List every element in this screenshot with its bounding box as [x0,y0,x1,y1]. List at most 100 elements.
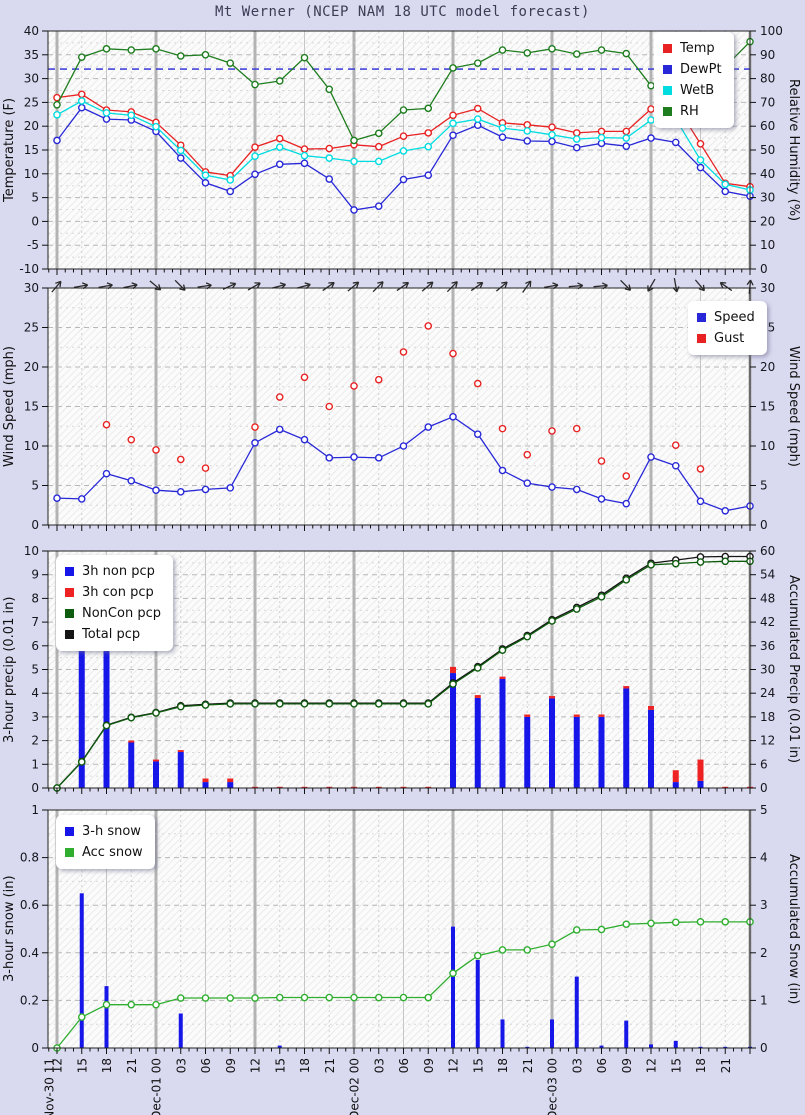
y-tick-label-left: 0.8 [20,851,39,865]
data-point [275,160,284,169]
data-point [102,45,111,53]
legend-item: 3h non pcp [65,561,161,582]
data-point [696,918,705,926]
data-point [597,925,606,934]
data-point [399,106,408,114]
data-point [572,143,581,152]
data-point [498,133,507,141]
legend-item: Gust [697,328,755,349]
time-tick-label: 21 [125,1058,139,1073]
y-tick-label-right: 20 [760,214,775,228]
time-tick-label: 18 [496,1058,510,1073]
y-tick-label-left: 20 [24,360,39,374]
legend-snow: 3-h snow Acc snow [56,815,155,869]
data-point [201,179,210,187]
bar [574,976,579,1048]
bar [524,716,531,788]
time-tick-label: 09 [620,1058,634,1073]
data-point [424,104,433,113]
bar [177,751,184,788]
data-point [127,111,136,120]
data-point [325,454,334,462]
data-point [473,121,482,130]
bar [153,761,159,788]
data-point [102,115,111,123]
y-tick-label-left: 2 [31,734,39,748]
y-tick-label-left: 5 [31,191,39,205]
legend-label: RH [680,104,699,119]
time-tick-label: Nov-30 11 [42,1058,56,1115]
time-tick-label: 06 [397,1058,411,1073]
legend-swatch-icon [697,334,706,343]
y-tick-label-left: 40 [24,24,39,38]
bar [549,696,555,699]
data-point [721,918,730,926]
time-tick-label: 21 [719,1058,733,1073]
data-point [127,476,136,485]
wind-arrow-icon [372,281,384,293]
y-tick-label-right: 54 [760,568,775,582]
data-point [647,919,655,928]
data-point [325,700,334,708]
data-point [226,176,235,184]
data-point [127,46,136,54]
data-point [399,348,408,356]
data-point [176,52,185,60]
data-point [325,175,334,183]
data-point [647,453,655,461]
legend-swatch-icon [65,567,74,576]
bar [599,1045,604,1048]
data-point [53,136,61,145]
data-point [201,701,210,709]
data-point [622,472,631,480]
data-point [152,486,160,495]
data-point [696,558,705,566]
time-tick-label: 15 [75,1058,89,1073]
time-tick-label: 03 [372,1058,386,1073]
wind-direction-arrows [51,278,754,295]
data-point [176,702,185,711]
data-point [201,464,210,472]
data-point [671,461,680,470]
legend-item: NonCon pcp [65,603,161,624]
y-tick-label-right: 60 [760,119,775,133]
bar [550,1019,554,1048]
time-tick-label: Dec-01 00 [150,1058,164,1115]
data-point [424,700,433,708]
data-point [102,721,111,730]
data-point [548,483,556,491]
bar [722,786,729,788]
bar [227,782,234,788]
data-point [424,993,433,1002]
data-point [523,450,532,459]
data-point [498,466,507,475]
legend-swatch-icon [65,609,74,618]
data-point [201,51,210,59]
legend-item: DewPt [663,59,722,80]
legend-item: Total pcp [65,624,161,645]
series-noncon-pcp [53,557,754,792]
time-tick-label: 09 [422,1058,436,1073]
legend-item: Temp [663,38,722,59]
data-point [176,154,185,162]
data-point [548,123,556,131]
y-tick-label-right: 80 [760,72,775,86]
data-point [424,129,433,137]
wind-arrow-icon [495,281,508,292]
data-point [226,994,235,1002]
y-tick-label-left: 10 [24,544,39,558]
legend-item: Speed [697,307,755,328]
data-point [350,206,358,214]
y-tick-label-left: 30 [24,72,39,86]
series-gust [102,322,705,480]
data-point [498,124,507,132]
data-point [275,393,284,401]
data-point [548,45,556,53]
y-tick-label-right: 12 [760,734,775,748]
data-point [350,136,358,145]
data-point [152,709,160,717]
bar [202,778,209,783]
data-point [622,576,631,584]
data-point [473,104,482,113]
data-point [275,425,284,434]
